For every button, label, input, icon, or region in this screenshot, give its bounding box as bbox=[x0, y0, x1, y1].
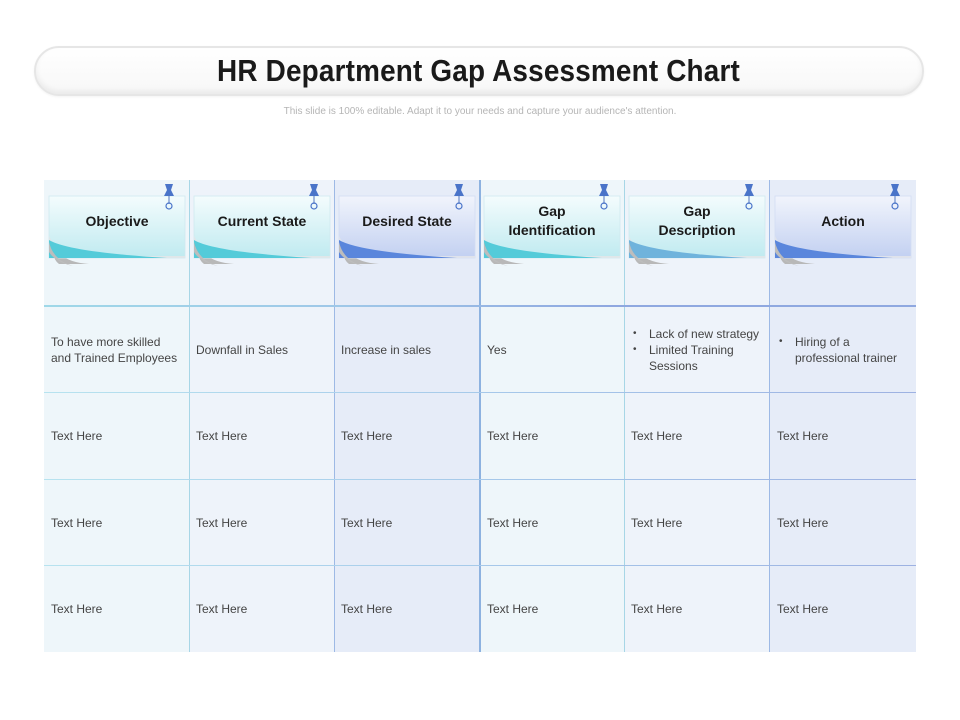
cell-text: Text Here bbox=[777, 515, 829, 530]
row-divider bbox=[44, 479, 916, 480]
table-cell: Text Here bbox=[770, 393, 916, 479]
cell-text: Text Here bbox=[777, 429, 829, 443]
cell-text: Text Here bbox=[51, 515, 103, 530]
cell-text: Text Here bbox=[777, 602, 829, 616]
cell-text: Text Here bbox=[631, 515, 683, 530]
cell-text: Text Here bbox=[487, 429, 539, 443]
table-cell: Text Here bbox=[334, 393, 479, 479]
table-cell: Text Here bbox=[189, 566, 334, 652]
column-objective bbox=[44, 180, 189, 652]
header-label: Desired State bbox=[362, 212, 452, 229]
header-label: Action bbox=[821, 212, 865, 229]
table-cell: Text Here bbox=[44, 566, 189, 652]
pushpin-icon bbox=[594, 182, 612, 212]
cell-text: To have more skilled and Trained Employe… bbox=[51, 334, 178, 365]
sticky-note-icon bbox=[193, 195, 331, 266]
sticky-note-icon bbox=[338, 195, 476, 266]
header-label: Objective bbox=[85, 212, 149, 229]
cell-text: Text Here bbox=[487, 515, 539, 530]
header-note-action: Action bbox=[774, 184, 912, 266]
table-cell: Text Here bbox=[480, 393, 624, 479]
bullet-list: Hiring of a professional trainer bbox=[777, 334, 910, 366]
pushpin-icon bbox=[739, 182, 757, 212]
table-cell: Text Here bbox=[624, 566, 769, 652]
sticky-note-icon bbox=[48, 195, 186, 266]
cell-text: Text Here bbox=[631, 602, 683, 616]
cell-text: Text Here bbox=[196, 602, 248, 616]
header-note-gap-description: Gap Description bbox=[628, 184, 766, 266]
table-cell: Downfall in Sales bbox=[189, 307, 334, 392]
header-note-objective: Objective bbox=[48, 184, 186, 266]
column-action bbox=[769, 180, 916, 652]
page-subtitle: This slide is 100% editable. Adapt it to… bbox=[283, 106, 677, 117]
pushpin-icon bbox=[885, 182, 903, 212]
header-label: Gap Description bbox=[658, 203, 736, 238]
title-banner: HR Department Gap Assessment Chart bbox=[34, 46, 924, 96]
pushpin-icon bbox=[449, 182, 467, 212]
cell-text: Text Here bbox=[341, 602, 393, 616]
table-cell: Lack of new strategy Limited Training Se… bbox=[624, 307, 769, 392]
table-cell: Text Here bbox=[44, 393, 189, 479]
column-gap-description bbox=[624, 180, 769, 652]
column-current-state bbox=[189, 180, 334, 652]
table-cell: Text Here bbox=[334, 566, 479, 652]
table-cell: Text Here bbox=[770, 480, 916, 565]
header-note-desired-state: Desired State bbox=[338, 184, 476, 266]
list-item: Hiring of a professional trainer bbox=[779, 334, 910, 366]
table-cell: To have more skilled and Trained Employe… bbox=[44, 307, 189, 392]
list-item: Limited Training Sessions bbox=[633, 342, 763, 374]
pushpin-icon bbox=[304, 182, 322, 212]
table-cell: Text Here bbox=[189, 480, 334, 565]
list-item: Lack of new strategy bbox=[633, 326, 763, 342]
header-label: Gap Identification bbox=[508, 203, 596, 238]
cell-text: Text Here bbox=[196, 515, 248, 530]
gap-assessment-table: Objective Current State Desired State bbox=[44, 180, 916, 652]
table-cell: Text Here bbox=[189, 393, 334, 479]
row-divider bbox=[44, 565, 916, 566]
table-cell: Text Here bbox=[624, 393, 769, 479]
header-note-gap-identification: Gap Identification bbox=[483, 184, 621, 266]
header-label: Current State bbox=[217, 212, 307, 229]
page-title: HR Department Gap Assessment Chart bbox=[217, 53, 741, 88]
cell-text: Yes bbox=[487, 342, 507, 357]
sticky-note-icon bbox=[483, 195, 621, 266]
cell-text: Downfall in Sales bbox=[196, 342, 289, 357]
cell-text: Text Here bbox=[51, 602, 103, 616]
table-cell: Yes bbox=[480, 307, 624, 392]
sticky-note-icon bbox=[628, 195, 766, 266]
bullet-list: Lack of new strategy Limited Training Se… bbox=[631, 326, 763, 374]
sticky-note-icon bbox=[774, 195, 912, 266]
cell-text: Text Here bbox=[487, 602, 539, 616]
table-cell: Increase in sales bbox=[334, 307, 479, 392]
cell-text: Text Here bbox=[341, 515, 393, 530]
row-divider bbox=[44, 305, 916, 307]
cell-text: Increase in sales bbox=[341, 342, 432, 357]
table-cell: Text Here bbox=[770, 566, 916, 652]
column-gap-identification bbox=[479, 180, 624, 652]
table-cell: Text Here bbox=[44, 480, 189, 565]
cell-text: Text Here bbox=[341, 429, 393, 443]
header-note-current-state: Current State bbox=[193, 184, 331, 266]
cell-text: Text Here bbox=[196, 429, 248, 443]
table-cell: Text Here bbox=[334, 480, 479, 565]
cell-text: Text Here bbox=[51, 429, 103, 443]
column-desired-state bbox=[334, 180, 479, 652]
table-cell: Hiring of a professional trainer bbox=[770, 307, 916, 392]
row-divider bbox=[44, 392, 916, 393]
table-cell: Text Here bbox=[480, 566, 624, 652]
table-cell: Text Here bbox=[480, 480, 624, 565]
cell-text: Text Here bbox=[631, 429, 683, 443]
pushpin-icon bbox=[159, 182, 177, 212]
table-cell: Text Here bbox=[624, 480, 769, 565]
